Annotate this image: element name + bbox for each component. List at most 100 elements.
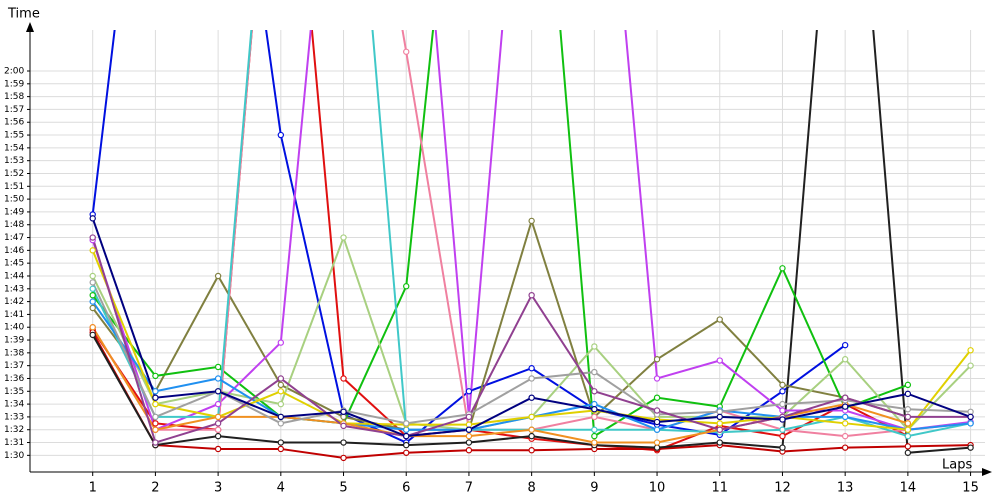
x-tick-label: 15	[962, 481, 979, 496]
lap-point	[89, 304, 96, 312]
series-line	[91, 30, 909, 438]
y-tick-label: 1:37	[4, 361, 24, 371]
lap-point	[528, 217, 535, 225]
y-tick-label: 1:49	[4, 207, 24, 217]
lap-point	[152, 420, 159, 427]
x-tick-label: 9	[590, 481, 598, 496]
lap-point	[214, 420, 222, 427]
lap-point	[716, 426, 723, 433]
lap-point	[89, 331, 96, 339]
lap-point	[152, 372, 159, 380]
lap-point	[277, 388, 285, 395]
lap-point	[591, 388, 598, 395]
lap-point	[591, 426, 598, 433]
lap-point	[465, 421, 473, 428]
x-tick-label: 10	[649, 481, 666, 496]
y-tick-label: 1:40	[4, 323, 24, 333]
lap-point	[967, 362, 974, 369]
lap-point	[841, 356, 849, 363]
lap-point	[277, 439, 285, 446]
lap-point	[214, 363, 222, 371]
lap-point	[465, 388, 473, 395]
lap-point	[277, 339, 285, 346]
y-tick-label: 1:58	[4, 92, 24, 102]
y-tick-label: 1:32	[4, 425, 24, 435]
lap-point	[841, 432, 849, 440]
lap-point	[904, 381, 912, 389]
lap-point	[89, 292, 96, 299]
lap-point	[277, 420, 285, 427]
x-tick-label: 8	[528, 481, 536, 496]
lap-point	[716, 420, 723, 427]
lap-point	[403, 432, 410, 440]
y-tick-label: 1:45	[4, 259, 24, 269]
lap-point	[465, 439, 473, 446]
lap-point	[528, 292, 535, 299]
lap-point	[967, 408, 974, 415]
lap-point	[214, 375, 222, 382]
x-tick-label: 13	[837, 481, 854, 496]
lap-point	[528, 432, 535, 440]
lap-point	[277, 375, 285, 382]
lap-point	[403, 283, 410, 290]
lap-point	[152, 394, 159, 401]
lap-point	[779, 381, 786, 389]
y-tick-label: 1:33	[4, 412, 24, 422]
lap-point	[340, 413, 347, 421]
lap-point	[716, 413, 723, 421]
x-tick-label: 1	[89, 481, 97, 496]
y-tick-label: 1:47	[4, 233, 24, 243]
lap-point	[152, 400, 159, 408]
y-tick-label: 1:50	[4, 195, 24, 205]
lap-point	[89, 324, 96, 331]
y-tick-label: 1:55	[4, 131, 24, 141]
y-tick-label: 1:38	[4, 348, 24, 358]
x-tick-label: 7	[465, 481, 473, 496]
x-tick-label: 3	[214, 481, 222, 496]
lap-point	[904, 426, 912, 433]
lap-point	[779, 388, 786, 395]
y-tick-label: 1:34	[4, 400, 24, 410]
y-arrow	[26, 22, 34, 32]
lap-point	[152, 426, 159, 433]
lap-point	[152, 388, 159, 395]
lap-point	[779, 265, 786, 272]
lap-point	[841, 444, 849, 451]
lap-point	[465, 447, 473, 454]
lap-point	[779, 444, 786, 451]
lap-point	[465, 413, 473, 421]
lap-point	[904, 443, 912, 450]
y-tick-label: 1:59	[4, 79, 24, 89]
lap-point	[528, 426, 535, 433]
x-axis-title: Laps	[942, 458, 972, 473]
lap-point	[465, 426, 473, 433]
lap-point	[528, 447, 535, 454]
lap-point	[528, 365, 535, 372]
y-tick-label: 1:44	[4, 271, 24, 281]
y-tick-label: 1:36	[4, 374, 24, 384]
y-tick-label: 1:43	[4, 284, 24, 294]
lap-point	[653, 356, 661, 363]
lap-point	[591, 439, 598, 446]
lap-point	[214, 388, 222, 395]
lap-point	[653, 375, 661, 382]
y-tick-label: 1:35	[4, 387, 24, 397]
lap-point	[403, 420, 410, 427]
lap-point	[967, 420, 974, 427]
lap-point	[89, 272, 96, 280]
lap-point	[653, 407, 661, 414]
lap-point	[89, 247, 96, 254]
lap-point	[653, 426, 661, 433]
lap-point	[528, 375, 535, 382]
lap-point	[779, 407, 786, 414]
x-arrow	[982, 468, 992, 476]
lap-point	[716, 439, 723, 446]
lap-point	[591, 400, 598, 408]
x-tick-label: 6	[402, 481, 410, 496]
lap-point	[277, 400, 285, 408]
lap-point	[841, 420, 849, 427]
lap-point	[591, 343, 598, 350]
lap-point	[89, 298, 96, 305]
lap-point	[214, 400, 222, 408]
